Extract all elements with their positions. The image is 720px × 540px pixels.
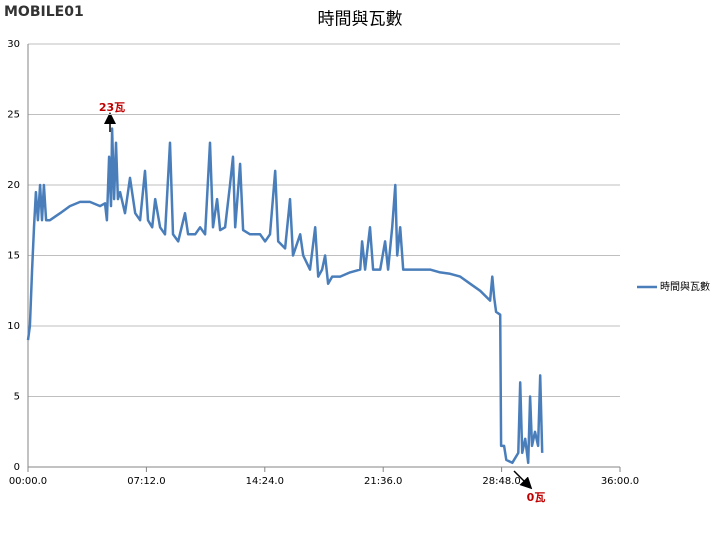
x-tick-label: 14:24.0: [246, 476, 284, 487]
annotation: 23瓦: [99, 101, 125, 114]
x-tick-label: 07:12.0: [127, 476, 165, 487]
x-tick-label: 21:36.0: [364, 476, 402, 487]
legend-label: 時間與瓦數: [660, 280, 710, 293]
y-tick-label: 10: [7, 321, 20, 332]
x-tick-label: 00:00.0: [9, 476, 47, 487]
x-tick-label: 28:48.0: [482, 476, 520, 487]
y-tick-label: 30: [7, 39, 20, 50]
y-tick-label: 25: [7, 110, 20, 121]
annotation: 0瓦: [527, 491, 546, 504]
chart-title: 時間與瓦數: [318, 10, 403, 30]
x-tick-label: 36:00.0: [601, 476, 639, 487]
y-tick-label: 0: [14, 462, 20, 473]
y-tick-label: 20: [7, 180, 20, 191]
y-tick-label: 15: [7, 251, 20, 262]
logo: MOBILE01: [4, 4, 84, 20]
annotation-arrow: [513, 470, 533, 490]
series-line: [26, 127, 544, 465]
y-tick-label: 5: [14, 392, 20, 403]
